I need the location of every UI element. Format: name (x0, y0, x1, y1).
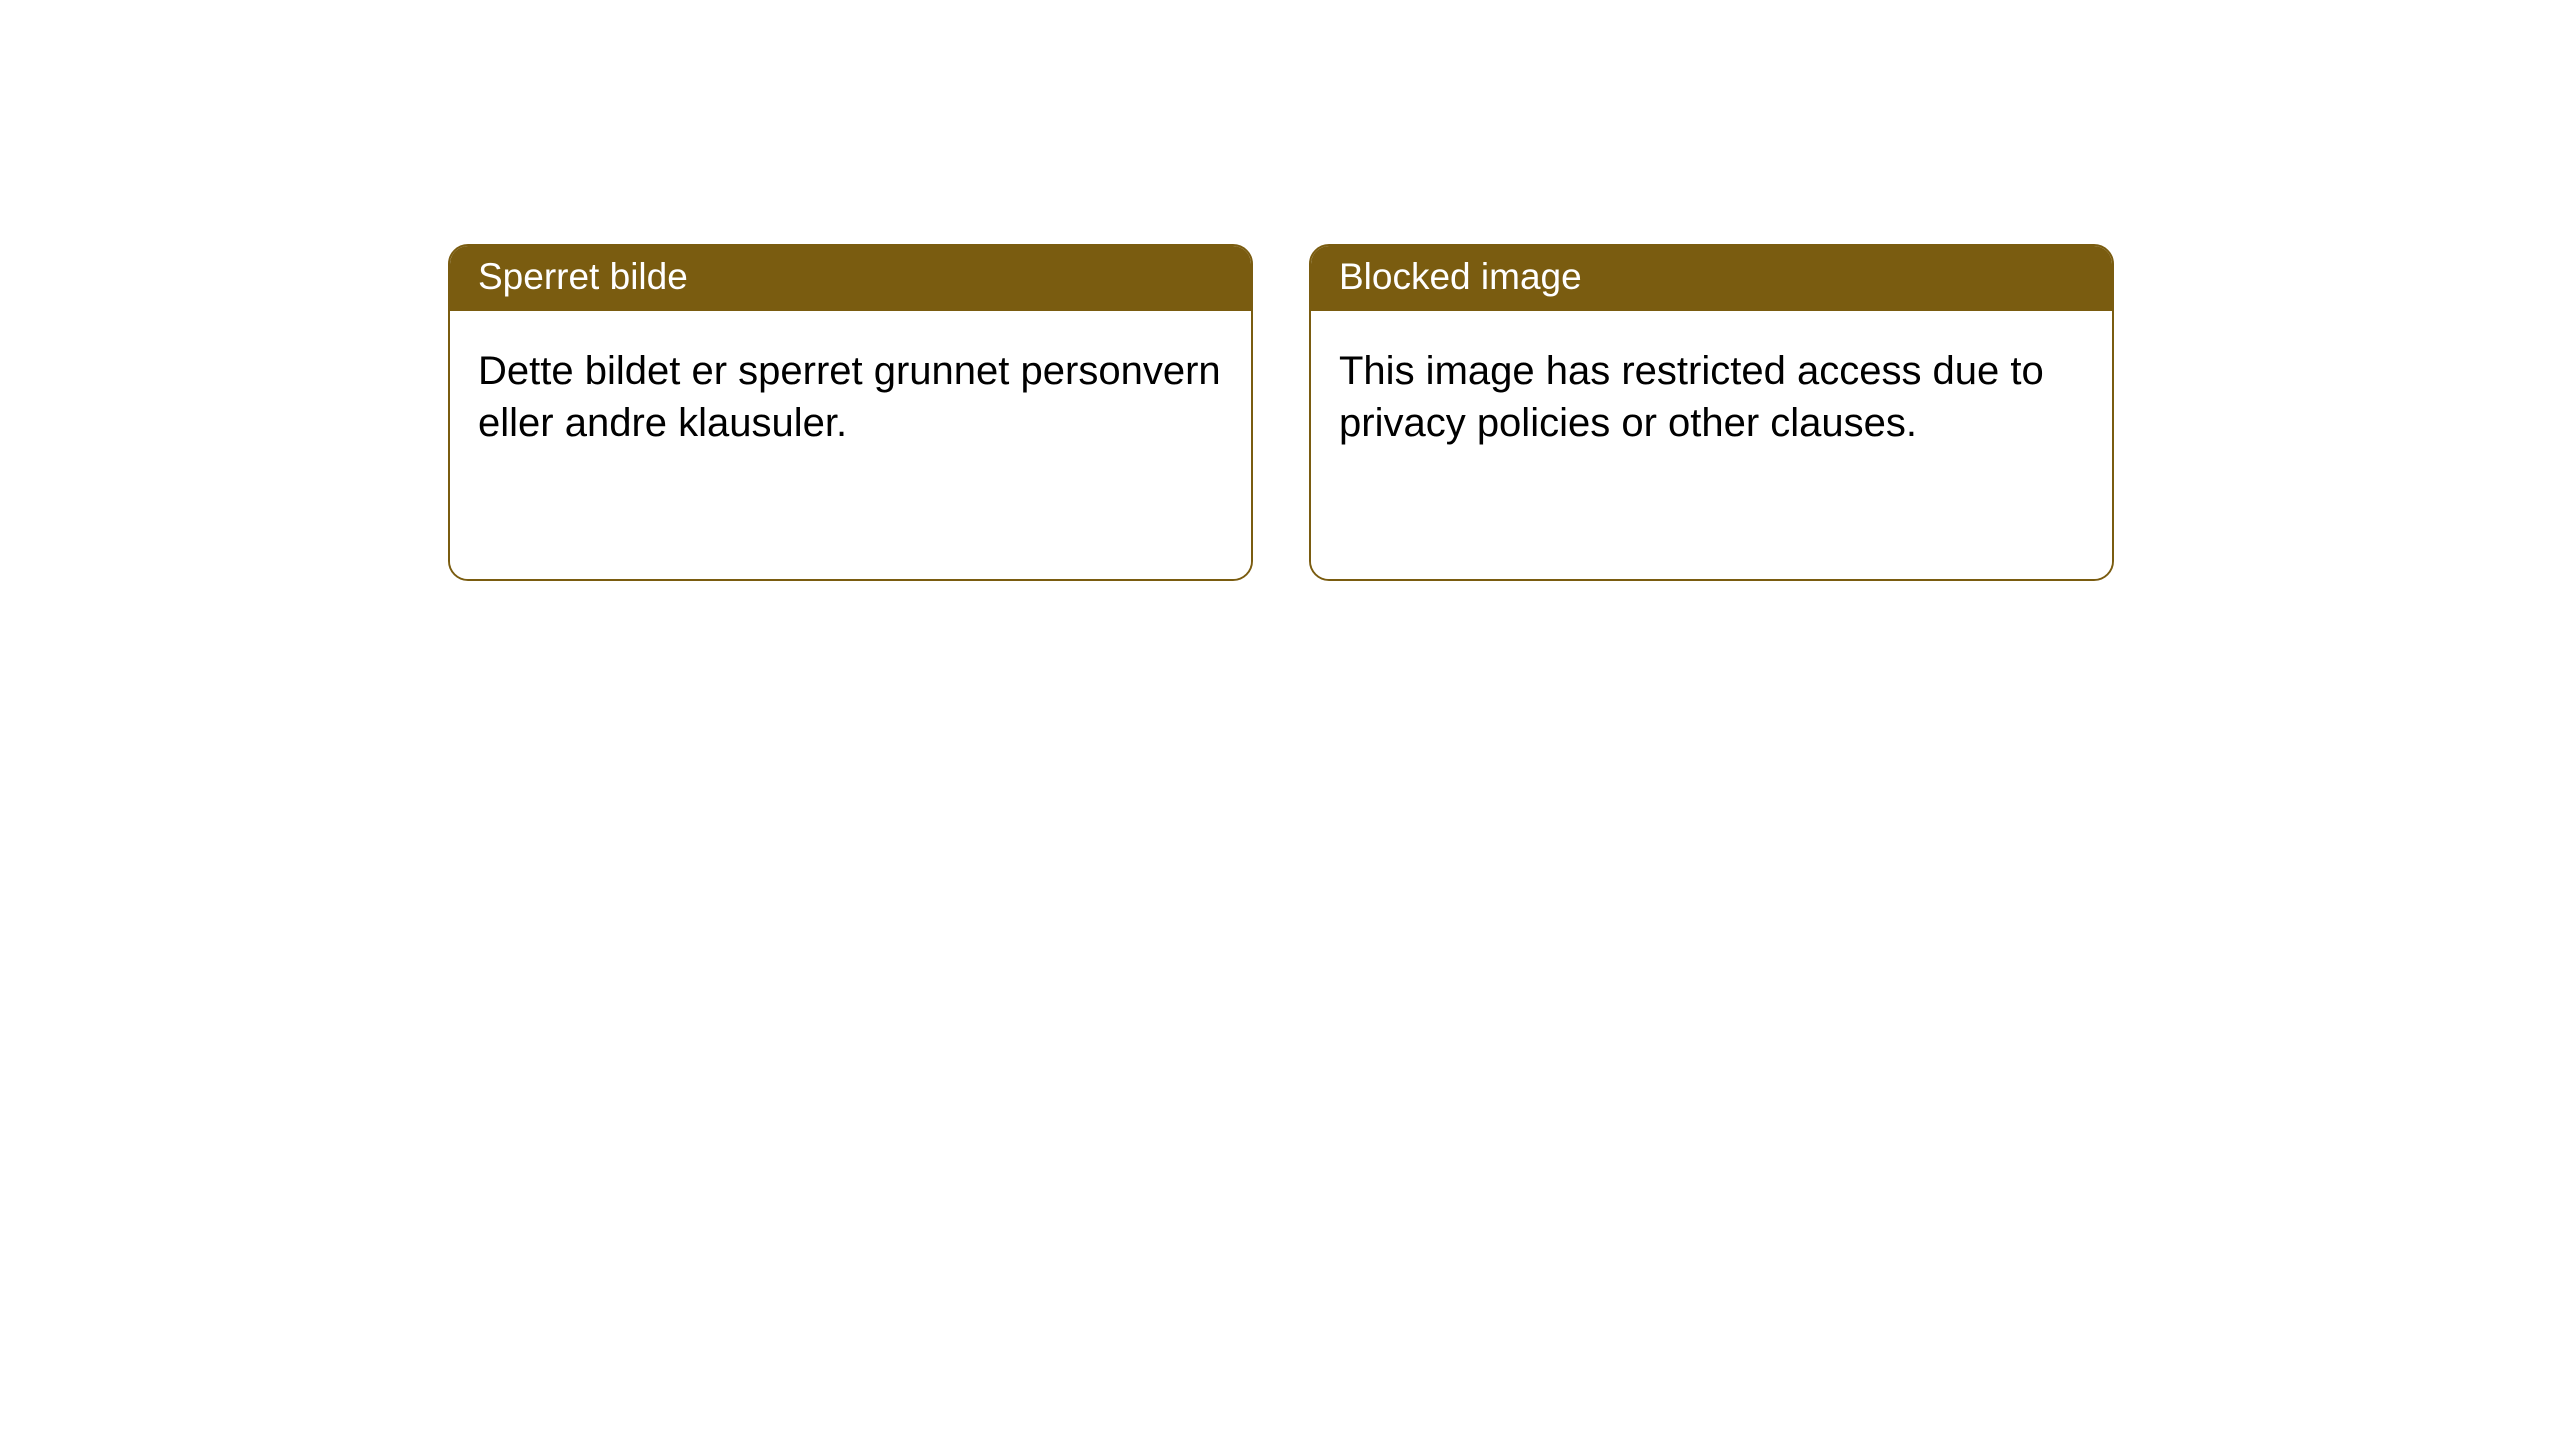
card-message-no: Dette bildet er sperret grunnet personve… (478, 349, 1221, 445)
card-title-no: Sperret bilde (478, 256, 688, 297)
card-message-en: This image has restricted access due to … (1339, 349, 2044, 445)
blocked-image-card-en: Blocked image This image has restricted … (1309, 244, 2114, 581)
card-body-en: This image has restricted access due to … (1311, 311, 2112, 579)
card-body-no: Dette bildet er sperret grunnet personve… (450, 311, 1251, 579)
card-header-en: Blocked image (1311, 246, 2112, 311)
blocked-image-card-no: Sperret bilde Dette bildet er sperret gr… (448, 244, 1253, 581)
card-header-no: Sperret bilde (450, 246, 1251, 311)
card-title-en: Blocked image (1339, 256, 1582, 297)
notice-container: Sperret bilde Dette bildet er sperret gr… (0, 0, 2560, 581)
